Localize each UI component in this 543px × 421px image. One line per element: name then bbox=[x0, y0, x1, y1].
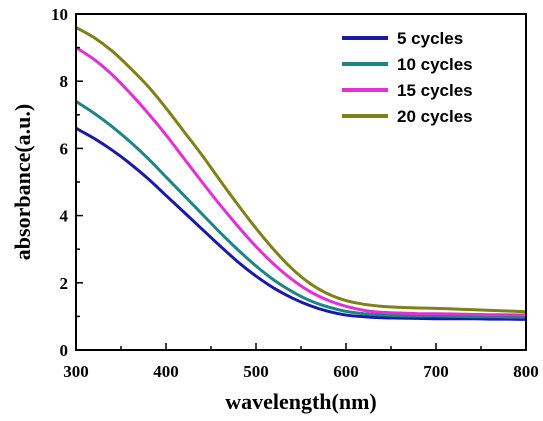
legend: 5 cycles 10 cycles 15 cycles 20 cycles bbox=[342, 29, 473, 126]
legend-label-2: 10 cycles bbox=[397, 55, 473, 74]
y-tick-label-4: 4 bbox=[60, 207, 69, 226]
y-tick-label-10: 10 bbox=[51, 5, 68, 24]
tick-labels: 300 400 500 600 700 800 0 2 4 6 8 10 bbox=[51, 5, 539, 381]
legend-label-3: 15 cycles bbox=[397, 81, 473, 100]
series-line-4 bbox=[75, 26, 527, 314]
series-line-1 bbox=[75, 126, 527, 321]
y-axis-label: absorbance(a.u.) bbox=[10, 104, 35, 260]
y-tick-label-8: 8 bbox=[60, 72, 69, 91]
legend-label-4: 20 cycles bbox=[397, 107, 473, 126]
x-tick-label-300: 300 bbox=[63, 362, 89, 381]
y-tick-label-0: 0 bbox=[60, 341, 69, 360]
y-tick-label-2: 2 bbox=[60, 274, 69, 293]
plot-frame bbox=[75, 13, 527, 351]
series-line-2 bbox=[75, 100, 527, 319]
x-axis-label: wavelength(nm) bbox=[225, 389, 377, 414]
series-line-3 bbox=[75, 46, 527, 317]
y-tick-label-6: 6 bbox=[60, 139, 69, 158]
x-tick-label-800: 800 bbox=[513, 362, 539, 381]
plot-lines bbox=[75, 26, 527, 321]
legend-label-1: 5 cycles bbox=[397, 29, 463, 48]
x-tick-label-700: 700 bbox=[423, 362, 449, 381]
x-tick-label-600: 600 bbox=[333, 362, 359, 381]
x-tick-label-500: 500 bbox=[243, 362, 269, 381]
x-tick-label-400: 400 bbox=[153, 362, 179, 381]
